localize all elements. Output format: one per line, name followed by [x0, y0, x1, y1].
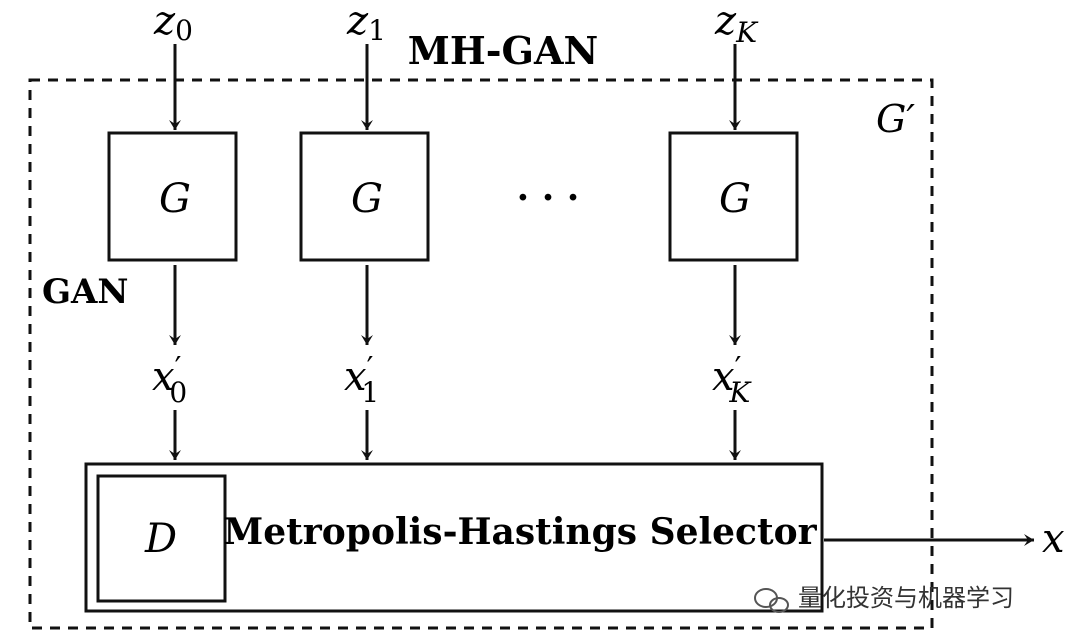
generator-ellipsis: · · ·: [517, 177, 580, 219]
selector-label: Metropolis-Hastings Selector: [223, 511, 817, 553]
generator-box-0: [107, 131, 238, 262]
generator-label-k: G: [719, 176, 751, 222]
generator-label-1: G: [351, 176, 383, 222]
selector-box: [84, 462, 824, 613]
g-prime-label: G′: [876, 97, 915, 141]
watermark-text: 量化投资与机器学习: [798, 584, 1014, 612]
mh-gan-title: MH-GAN: [408, 28, 598, 73]
output-x-label: x: [1042, 516, 1065, 562]
sample-xk-label: x′ K: [712, 351, 752, 409]
input-z0-label: z0: [153, 0, 193, 47]
mh-gan-container: [28, 78, 934, 630]
gan-label: GAN: [42, 272, 129, 312]
sample-x0-label: x′ 0: [152, 351, 187, 409]
input-zk-label: zK: [714, 0, 759, 49]
discriminator-label: D: [144, 516, 177, 562]
generator-box-1: [299, 131, 430, 262]
sample-x1-label: x′ 1: [344, 351, 379, 409]
generator-box-k: [668, 131, 799, 262]
input-z1-label: z1: [346, 0, 386, 47]
wechat-logo-icon: [754, 588, 789, 613]
generator-label-0: G: [159, 176, 191, 222]
discriminator-box: [96, 474, 227, 603]
